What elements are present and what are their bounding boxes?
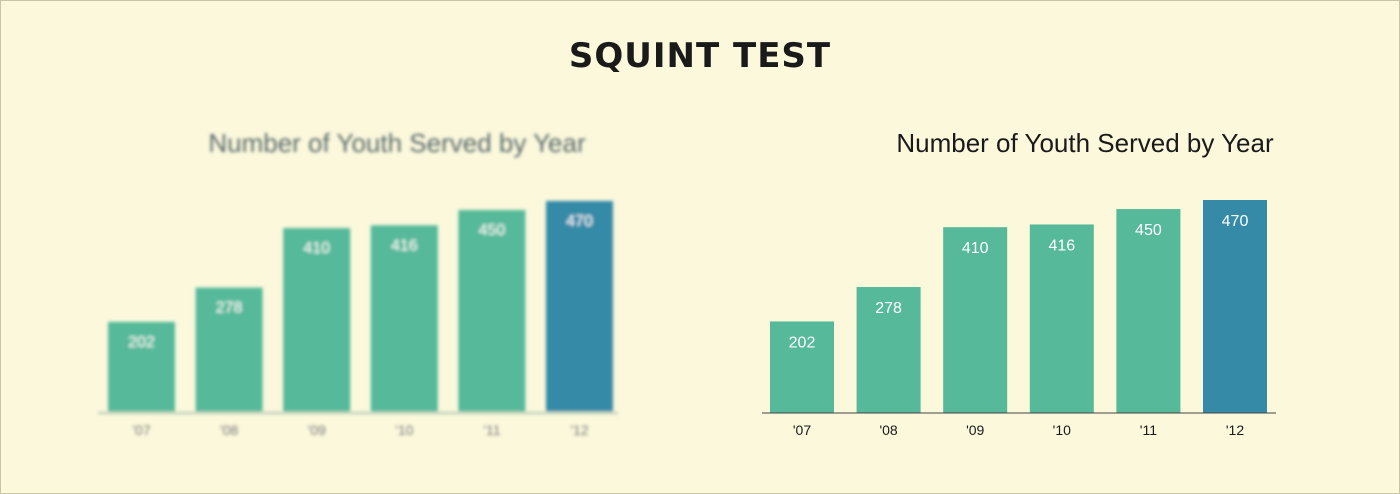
data-label-2: 410 bbox=[303, 240, 330, 257]
data-label-3: 416 bbox=[391, 237, 418, 254]
chart-blurred: Number of Youth Served by Year 202 '07 278… bbox=[98, 128, 618, 438]
x-tick-label-2: '09 bbox=[966, 422, 984, 438]
x-tick-label-0: '07 bbox=[793, 422, 811, 438]
bar-4 bbox=[458, 210, 526, 413]
chart-title: Number of Youth Served by Year bbox=[896, 128, 1274, 158]
x-tick-label-1: '08 bbox=[220, 422, 238, 438]
bar-4 bbox=[1116, 209, 1181, 413]
x-tick-label-2: '09 bbox=[308, 422, 326, 438]
data-label-2: 410 bbox=[962, 240, 989, 257]
bar-3 bbox=[1029, 224, 1094, 413]
bar-3 bbox=[370, 225, 438, 413]
data-label-4: 450 bbox=[1135, 222, 1162, 239]
bar-2 bbox=[943, 227, 1008, 413]
x-tick-label-1: '08 bbox=[879, 422, 897, 438]
bar-5 bbox=[546, 201, 613, 413]
data-label-1: 278 bbox=[875, 300, 902, 317]
x-tick-label-3: '10 bbox=[395, 422, 413, 438]
data-label-0: 202 bbox=[789, 334, 816, 351]
bar-0 bbox=[770, 321, 834, 413]
data-label-5: 470 bbox=[1222, 213, 1249, 230]
bar-5 bbox=[1203, 200, 1267, 413]
x-tick-label-0: '07 bbox=[132, 422, 150, 438]
x-tick-label-4: '11 bbox=[1140, 422, 1157, 438]
bar-1 bbox=[856, 287, 921, 413]
data-label-0: 202 bbox=[128, 334, 155, 351]
data-label-5: 470 bbox=[566, 213, 593, 230]
chart-title: Number of Youth Served by Year bbox=[208, 128, 586, 158]
x-tick-label-3: '10 bbox=[1053, 422, 1071, 438]
x-tick-label-5: '12 bbox=[1226, 422, 1244, 438]
chart-sharp: Number of Youth Served by Year 202 '07 278… bbox=[762, 128, 1276, 438]
bar-2 bbox=[283, 228, 351, 413]
data-label-1: 278 bbox=[216, 300, 243, 317]
bar-1 bbox=[195, 287, 263, 413]
data-label-4: 450 bbox=[479, 222, 506, 239]
bar-0 bbox=[108, 321, 175, 413]
x-tick-label-5: '12 bbox=[570, 422, 588, 438]
data-label-3: 416 bbox=[1048, 237, 1075, 254]
page-title: SQUINT TEST bbox=[568, 36, 832, 76]
x-tick-label-4: '11 bbox=[483, 422, 500, 438]
